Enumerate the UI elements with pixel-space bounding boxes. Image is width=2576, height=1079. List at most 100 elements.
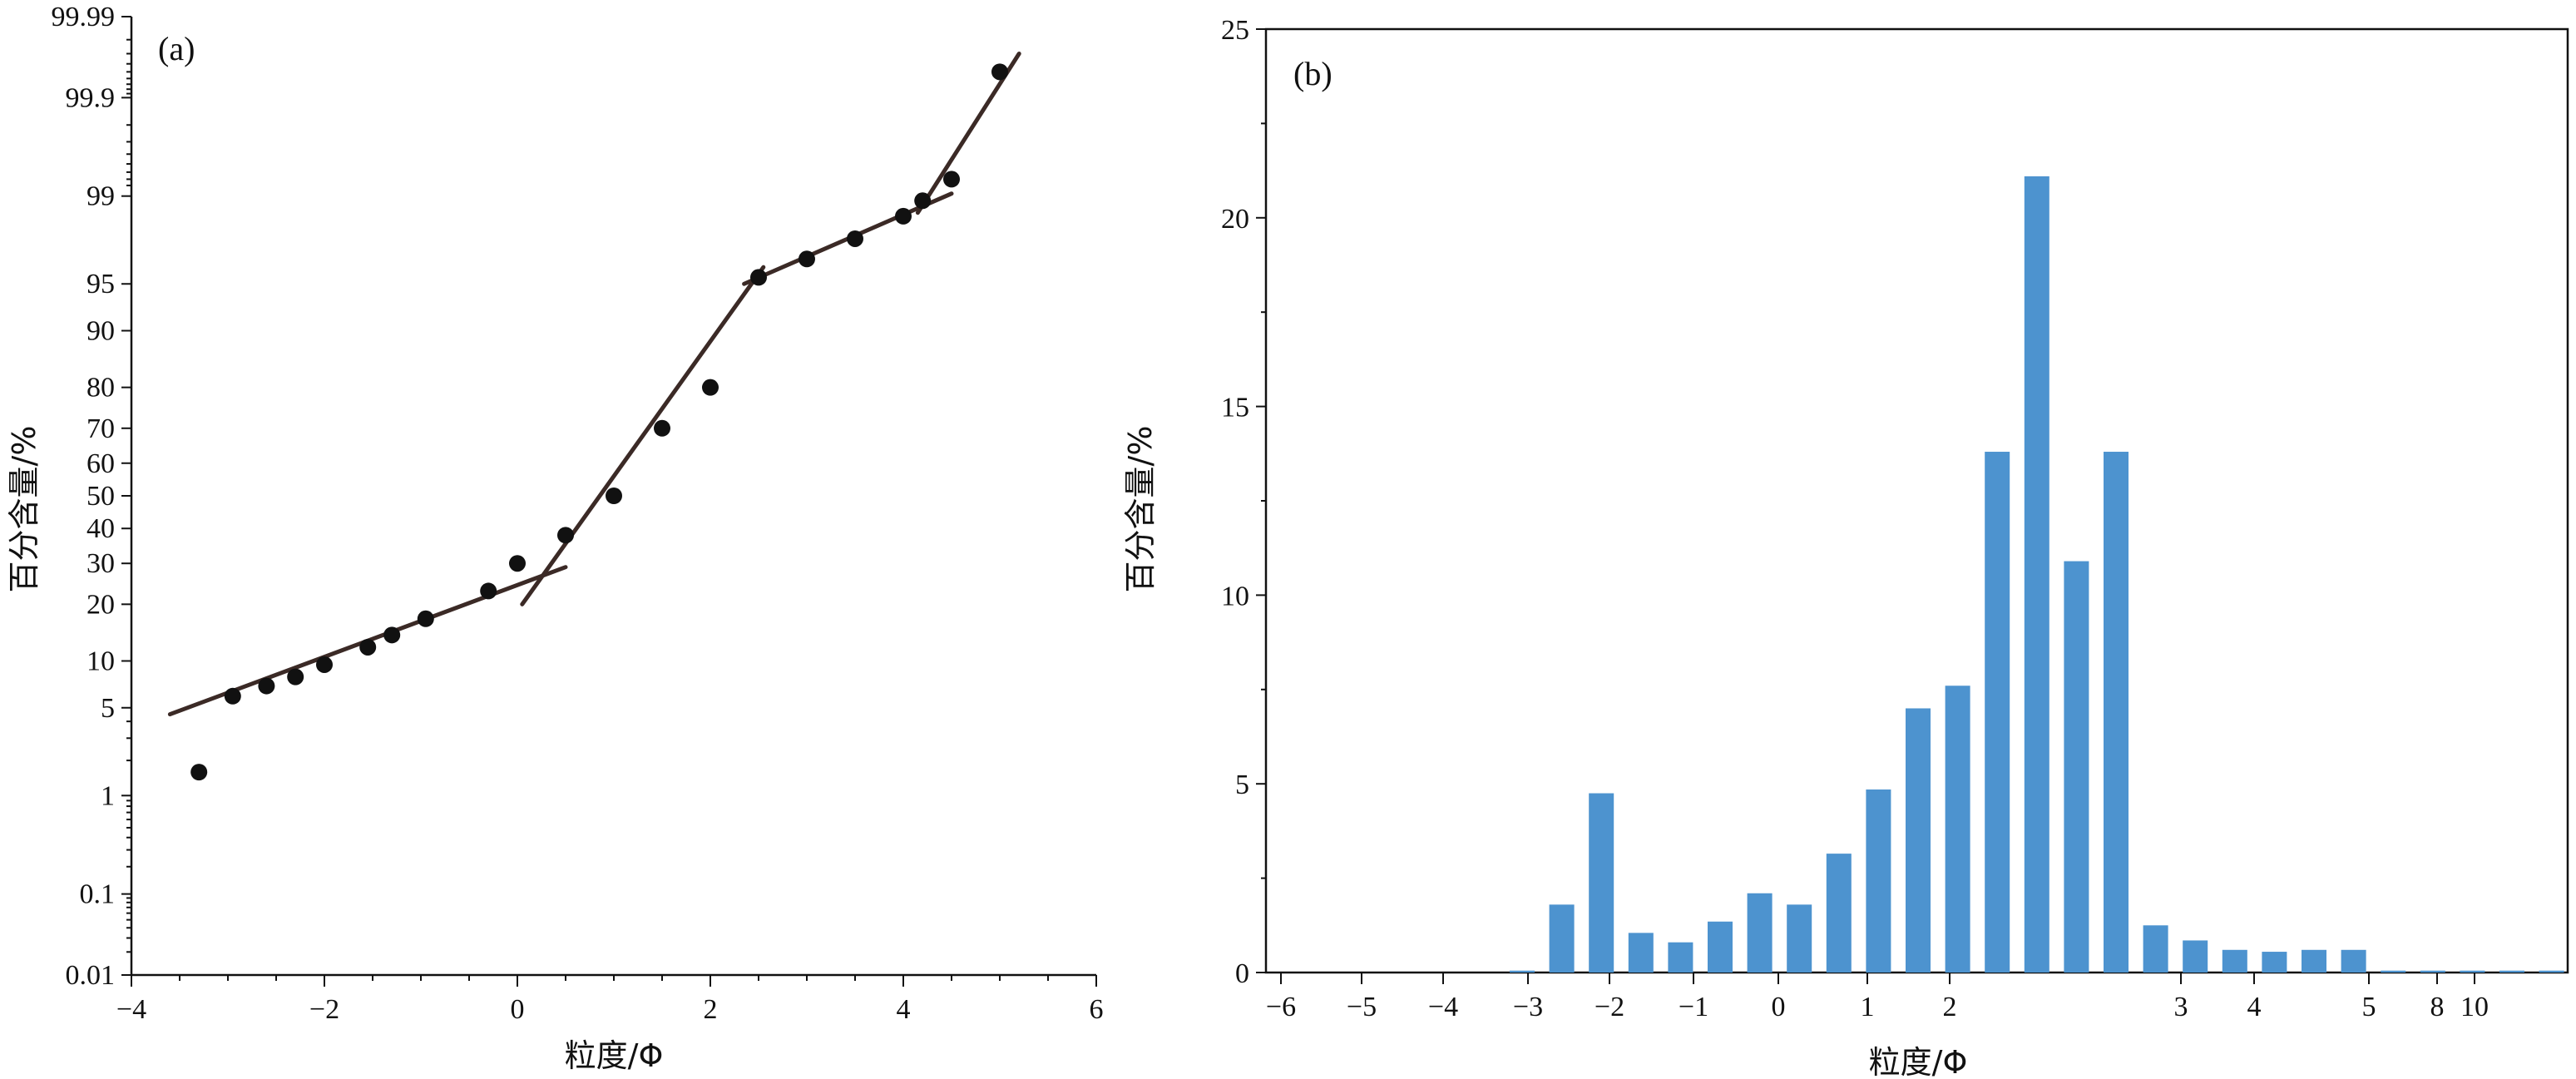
panel-b-bar xyxy=(1945,686,1970,973)
panel-b-bar xyxy=(2381,970,2406,973)
panel-a-y-tick-label: 95 xyxy=(87,269,115,299)
panel-b-x-tick-label: −3 xyxy=(1513,992,1543,1022)
panel-b-bar xyxy=(1747,893,1773,973)
panel-b-x-tick-label: 10 xyxy=(2460,992,2489,1022)
panel-b-bar xyxy=(2183,940,2208,973)
panel-a-point xyxy=(224,687,241,705)
panel-a-point xyxy=(799,250,815,268)
panel-a-point xyxy=(914,192,932,210)
panel-b-bar xyxy=(1866,789,1891,973)
panel-b-bar xyxy=(1826,854,1852,973)
panel-b-x-tick-label: 5 xyxy=(2362,992,2376,1022)
panel-a-y-tick-label: 90 xyxy=(87,316,115,347)
panel-a-point xyxy=(847,230,863,247)
panel-a-y-tick-label: 80 xyxy=(87,373,115,403)
panel-a-point xyxy=(654,419,670,437)
panel-b-y-tick-label: 5 xyxy=(1235,770,1249,800)
panel-b-bar xyxy=(2499,970,2524,973)
panel-b-bar xyxy=(2302,949,2326,973)
panel-b-bar xyxy=(1906,708,1931,973)
panel-b-bar xyxy=(2262,952,2287,973)
panel-b-bar xyxy=(1668,942,1693,973)
panel-b-x-tick-label: −6 xyxy=(1266,992,1296,1022)
panel-a-fit-line xyxy=(915,52,1021,215)
panel-b-bar xyxy=(2460,970,2485,973)
panel-b-bar xyxy=(2064,561,2089,973)
panel-a-point xyxy=(480,582,497,600)
panel-a-y-tick-label: 99 xyxy=(87,181,115,212)
panel-a-y-tick-label: 20 xyxy=(87,589,115,620)
panel-b-bar xyxy=(2420,970,2445,973)
panel-a-y-tick-label: 70 xyxy=(87,413,115,444)
panel-a-y-tick-label: 0.01 xyxy=(66,960,116,991)
panel-b-x-tick-label: 8 xyxy=(2430,992,2445,1022)
panel-b-bar xyxy=(1510,970,1535,973)
panel-a-point xyxy=(702,379,719,396)
panel-a-y-tick-label: 40 xyxy=(87,513,115,544)
panel-a-point xyxy=(258,677,275,695)
panel-a-x-ticks: −4 −2 0 2 4 6 xyxy=(116,975,1104,1025)
panel-a-point xyxy=(383,626,401,644)
panel-b-x-tick-label: −2 xyxy=(1595,992,1624,1022)
panel-b-bar xyxy=(1708,921,1733,973)
panel-a-point xyxy=(417,610,434,627)
panel-a-point xyxy=(991,63,1008,81)
panel-a-x-tick-label: 0 xyxy=(511,994,525,1025)
panel-a-y-tick-label: 99.99 xyxy=(52,2,116,32)
panel-b-bar xyxy=(1549,904,1575,973)
panel-b-bar xyxy=(2104,452,2129,973)
panel-a-y-tick-label: 1 xyxy=(101,780,115,811)
panel-b-y-tick-label: 0 xyxy=(1235,958,1249,989)
panel-b-bar xyxy=(2341,949,2366,973)
panel-a-point xyxy=(606,488,622,504)
panel-b-x-tick-label: −5 xyxy=(1347,992,1377,1022)
panel-a-x-tick-label: −4 xyxy=(116,994,146,1025)
panel-b-bar xyxy=(2143,925,2168,973)
panel-a-y-tick-label: 30 xyxy=(87,548,115,579)
panel-a-y-tick-label: 10 xyxy=(87,646,115,676)
panel-a-y-tick-label: 99.9 xyxy=(66,82,116,113)
panel-b-x-tick-label: 0 xyxy=(1772,992,1786,1022)
panel-b-y-tick-label: 20 xyxy=(1221,204,1249,235)
panel-a-y-tick-label: 0.1 xyxy=(80,879,116,910)
panel-a-x-tick-label: 4 xyxy=(897,994,911,1025)
panel-a-x-tick-label: 2 xyxy=(704,994,718,1025)
panel-b-x-tick-label: 4 xyxy=(2247,992,2262,1022)
panel-b-bar xyxy=(1985,452,2010,973)
panel-a-point xyxy=(287,668,304,686)
panel-b-y-title: 百分含量/% xyxy=(1122,426,1159,593)
panel-a-point xyxy=(895,207,912,225)
panel-b-bars xyxy=(1510,176,2564,973)
panel-a-point xyxy=(359,638,377,656)
panel-b-y-tick-label: 25 xyxy=(1221,15,1249,46)
panel-a-y-tick-label: 50 xyxy=(87,481,115,512)
panel-b-y-tick-label: 10 xyxy=(1221,581,1249,611)
panel-a-x-tick-label: −2 xyxy=(309,994,339,1025)
panel-a-point xyxy=(190,764,208,781)
panel-a-point xyxy=(557,527,574,544)
panel-b-x-tick-label: 3 xyxy=(2174,992,2188,1022)
panel-a-point xyxy=(750,269,767,286)
panel-a-y-title: 百分含量/% xyxy=(6,426,42,593)
panel-b-y-ticks: 0 5 10 15 20 25 xyxy=(1221,15,1266,989)
panel-b-label: (b) xyxy=(1293,55,1332,92)
panel-b-bar xyxy=(1628,933,1654,973)
panel-a-point xyxy=(509,555,526,572)
panel-b-x-tick-label: −4 xyxy=(1428,992,1458,1022)
panel-b-y-tick-label: 15 xyxy=(1221,393,1249,423)
panel-b-bar xyxy=(1589,793,1614,973)
panel-a-fit-line xyxy=(520,265,766,606)
panel-a-x-title: 粒度/Φ xyxy=(565,1037,664,1074)
panel-a-fit-lines xyxy=(167,52,1021,717)
panel-b-bar xyxy=(2024,176,2049,973)
panel-a-point xyxy=(316,656,333,673)
panel-a: (a) 粒度/Φ 百分含量/% −4 −2 0 2 4 6 0.01 0.1 1 5 10 20 30… xyxy=(6,2,1104,1074)
panel-a-x-tick-label: 6 xyxy=(1090,994,1104,1025)
panel-a-label: (a) xyxy=(158,30,195,67)
panel-a-points xyxy=(190,63,1008,781)
panel-b-x-title: 粒度/Φ xyxy=(1869,1044,1968,1079)
panel-a-y-tick-label: 60 xyxy=(87,448,115,479)
